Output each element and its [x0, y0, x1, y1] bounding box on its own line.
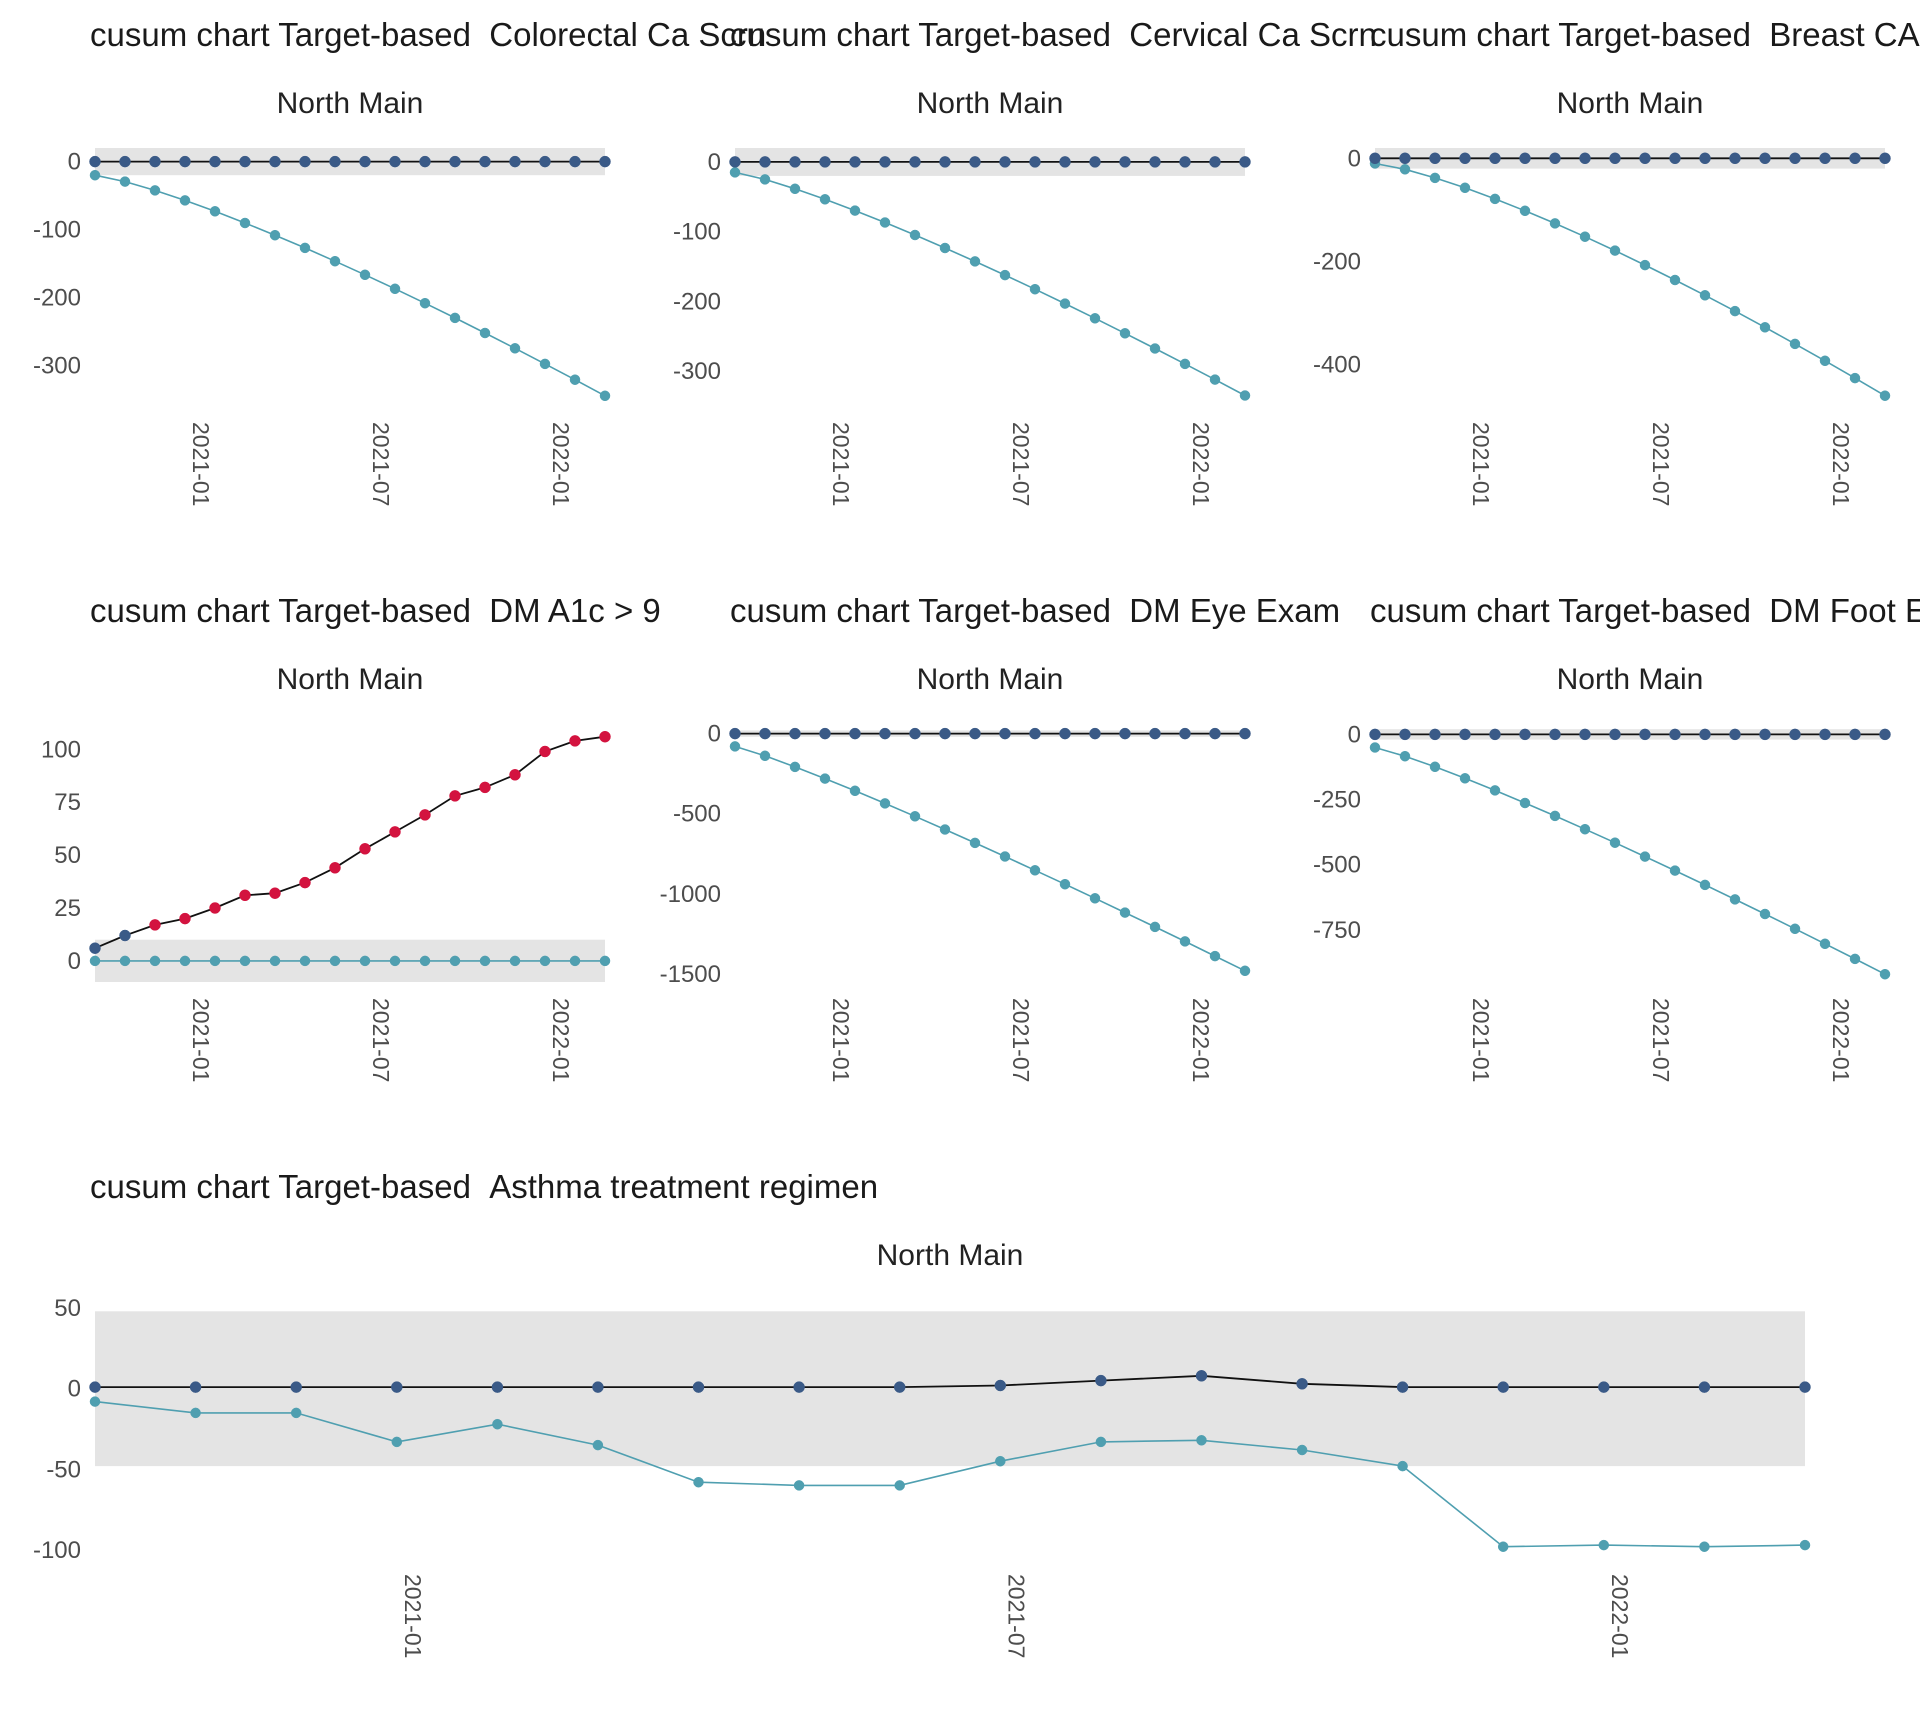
svg-text:-750: -750: [1313, 917, 1361, 944]
svg-text:2022-01: 2022-01: [548, 422, 574, 506]
svg-text:-50: -50: [46, 1456, 81, 1483]
svg-text:-500: -500: [673, 801, 721, 828]
svg-text:75: 75: [54, 789, 81, 816]
svg-text:2021-01: 2021-01: [400, 1574, 426, 1658]
svg-text:2021-01: 2021-01: [1468, 422, 1494, 506]
svg-text:2021-07: 2021-07: [1003, 1574, 1029, 1658]
svg-text:-100: -100: [33, 1537, 81, 1564]
svg-text:2021-07: 2021-07: [1648, 422, 1674, 506]
svg-text:North Main: North Main: [277, 663, 424, 696]
svg-text:0: 0: [68, 149, 81, 176]
svg-text:100: 100: [41, 736, 81, 763]
svg-text:-500: -500: [1313, 852, 1361, 879]
svg-text:-400: -400: [1313, 352, 1361, 379]
svg-text:0: 0: [708, 721, 721, 748]
svg-text:-300: -300: [33, 352, 81, 379]
svg-text:50: 50: [54, 1295, 81, 1322]
svg-text:2021-07: 2021-07: [1008, 998, 1034, 1082]
svg-text:North Main: North Main: [917, 663, 1064, 696]
svg-text:2022-01: 2022-01: [548, 998, 574, 1082]
svg-text:0: 0: [708, 149, 721, 176]
svg-text:0: 0: [68, 948, 81, 975]
svg-text:North Main: North Main: [917, 87, 1064, 120]
svg-text:2022-01: 2022-01: [1188, 422, 1214, 506]
svg-text:2022-01: 2022-01: [1607, 1574, 1633, 1658]
svg-text:-200: -200: [1313, 249, 1361, 276]
svg-text:-100: -100: [673, 219, 721, 246]
svg-text:-300: -300: [673, 358, 721, 385]
svg-text:2021-01: 2021-01: [1468, 998, 1494, 1082]
svg-text:-1500: -1500: [660, 961, 721, 988]
svg-text:2021-01: 2021-01: [828, 422, 854, 506]
svg-text:North Main: North Main: [1557, 87, 1704, 120]
svg-text:North Main: North Main: [1557, 663, 1704, 696]
svg-text:2021-07: 2021-07: [1648, 998, 1674, 1082]
svg-text:0: 0: [1348, 145, 1361, 172]
svg-text:2021-07: 2021-07: [368, 998, 394, 1082]
svg-text:50: 50: [54, 842, 81, 869]
svg-text:-250: -250: [1313, 787, 1361, 814]
svg-text:North Main: North Main: [877, 1239, 1024, 1272]
svg-text:0: 0: [68, 1376, 81, 1403]
svg-text:2021-07: 2021-07: [368, 422, 394, 506]
svg-text:2021-01: 2021-01: [188, 998, 214, 1082]
svg-text:-100: -100: [33, 217, 81, 244]
svg-text:25: 25: [54, 895, 81, 922]
svg-text:2022-01: 2022-01: [1828, 998, 1854, 1082]
svg-text:2022-01: 2022-01: [1188, 998, 1214, 1082]
svg-text:2021-07: 2021-07: [1008, 422, 1034, 506]
svg-text:-200: -200: [673, 288, 721, 315]
svg-text:-200: -200: [33, 284, 81, 311]
svg-text:2021-01: 2021-01: [828, 998, 854, 1082]
svg-text:0: 0: [1348, 721, 1361, 748]
svg-text:2022-01: 2022-01: [1828, 422, 1854, 506]
svg-text:2021-01: 2021-01: [188, 422, 214, 506]
svg-text:-1000: -1000: [660, 881, 721, 908]
svg-text:North Main: North Main: [277, 87, 424, 120]
